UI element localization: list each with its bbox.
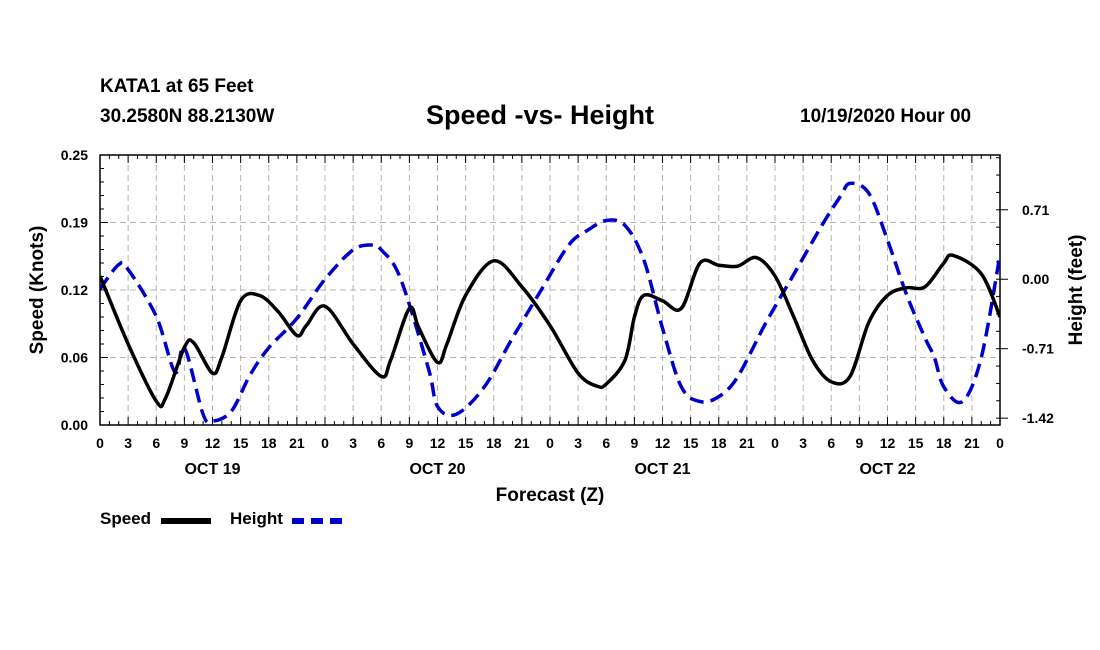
x-tick-label: 9 <box>180 435 188 451</box>
x-tick-label: 12 <box>880 435 896 451</box>
plot-frame <box>99 154 1001 426</box>
x-tick-label: 0 <box>546 435 554 451</box>
x-tick-label: 0 <box>996 435 1004 451</box>
x-tick-label: 9 <box>630 435 638 451</box>
x-tick-label: 15 <box>683 435 699 451</box>
legend-height-label: Height <box>230 509 283 528</box>
x-tick-label: 21 <box>514 435 530 451</box>
y-tick-label-right: 0.00 <box>1022 271 1049 287</box>
y-axis-title-right: Height (feet) <box>1066 235 1087 346</box>
series-height-line <box>100 181 1000 425</box>
x-tick-label: 15 <box>908 435 924 451</box>
x-tick-label: 9 <box>855 435 863 451</box>
legend-speed-swatch <box>161 518 211 524</box>
y-axis-title-left: Speed (Knots) <box>27 226 48 355</box>
x-tick-label: 6 <box>602 435 610 451</box>
x-tick-label: 0 <box>321 435 329 451</box>
x-tick-label: 9 <box>405 435 413 451</box>
x-tick-label: 3 <box>349 435 357 451</box>
y-tick-label-left: 0.19 <box>61 215 88 231</box>
x-tick-label: 0 <box>771 435 779 451</box>
x-tick-label: 6 <box>827 435 835 451</box>
x-tick-label: 12 <box>655 435 671 451</box>
y-tick-label-left: 0.25 <box>61 147 88 163</box>
station-name: KATA1 at 65 Feet <box>100 76 254 97</box>
x-tick-label: 21 <box>289 435 305 451</box>
x-tick-label: 15 <box>458 435 474 451</box>
day-label: OCT 22 <box>859 461 915 478</box>
x-tick-label: 6 <box>377 435 385 451</box>
day-label: OCT 21 <box>634 461 690 478</box>
x-tick-label: 18 <box>711 435 727 451</box>
x-tick-label: 12 <box>205 435 221 451</box>
x-tick-label: 18 <box>261 435 277 451</box>
y-tick-label-right: -1.42 <box>1022 410 1054 426</box>
x-tick-label: 0 <box>96 435 104 451</box>
x-tick-label: 21 <box>964 435 980 451</box>
y-tick-label-left: 0.00 <box>61 417 88 433</box>
x-tick-label: 3 <box>799 435 807 451</box>
x-tick-label: 18 <box>936 435 952 451</box>
day-label: OCT 20 <box>409 461 465 478</box>
y-tick-label-left: 0.12 <box>61 282 88 298</box>
x-axis-title: Forecast (Z) <box>496 485 605 506</box>
x-tick-label: 3 <box>124 435 132 451</box>
y-tick-label-right: 0.71 <box>1022 202 1049 218</box>
forecast-date: 10/19/2020 Hour 00 <box>800 106 972 127</box>
y-tick-label-right: -0.71 <box>1022 341 1054 357</box>
day-label: OCT 19 <box>184 461 240 478</box>
x-tick-label: 18 <box>486 435 502 451</box>
x-tick-label: 15 <box>233 435 249 451</box>
legend-height-swatch <box>292 518 342 524</box>
chart-title: Speed -vs- Height <box>426 100 655 130</box>
x-tick-label: 12 <box>430 435 446 451</box>
station-coordinates: 30.2580N 88.2130W <box>100 106 275 127</box>
x-tick-label: 3 <box>574 435 582 451</box>
x-tick-label: 6 <box>152 435 160 451</box>
series-speed-line <box>100 253 1000 409</box>
legend-speed-label: Speed <box>100 509 152 528</box>
x-tick-label: 21 <box>739 435 755 451</box>
y-tick-label-left: 0.06 <box>61 350 88 366</box>
